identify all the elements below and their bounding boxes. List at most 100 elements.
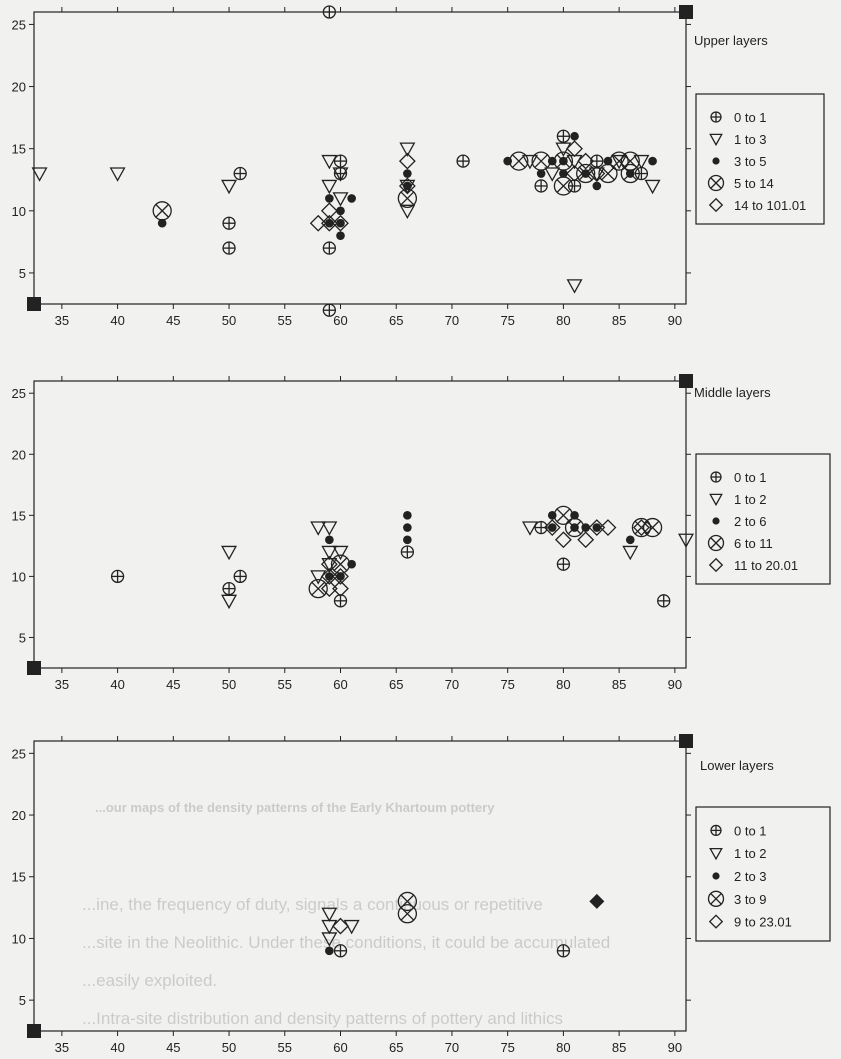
data-point-dot bbox=[648, 156, 657, 166]
data-point-diamond bbox=[566, 165, 583, 182]
x-tick-label: 65 bbox=[389, 677, 403, 692]
y-tick-label: 25 bbox=[12, 386, 26, 401]
x-tick-label: 70 bbox=[445, 677, 459, 692]
data-point-circle-plus bbox=[222, 581, 236, 596]
data-point-circle-x bbox=[620, 151, 640, 171]
data-point-circle-plus bbox=[556, 557, 571, 571]
x-tick-label: 90 bbox=[668, 313, 682, 328]
legend-marker-diamond bbox=[708, 557, 724, 573]
legend-label: 0 to 1 bbox=[734, 470, 767, 485]
data-point-circle-x bbox=[397, 904, 418, 924]
x-tick-label: 60 bbox=[333, 1040, 347, 1055]
legend-label: 1 to 2 bbox=[734, 492, 767, 507]
data-point-dot bbox=[325, 194, 334, 203]
data-point-circle-plus bbox=[222, 216, 236, 230]
corner-marker-top-right bbox=[679, 374, 693, 388]
data-point-triangle bbox=[332, 545, 349, 561]
x-tick-label: 55 bbox=[278, 313, 292, 328]
y-tick-label: 5 bbox=[19, 993, 26, 1008]
x-tick-label: 65 bbox=[389, 313, 403, 328]
data-point-dot bbox=[625, 535, 635, 545]
y-tick-label: 25 bbox=[12, 746, 26, 761]
data-point-circle-x bbox=[598, 163, 618, 184]
data-point-triangle bbox=[677, 533, 695, 549]
data-point-triangle bbox=[321, 545, 338, 561]
data-point-diamond bbox=[309, 214, 327, 232]
data-point-circle-plus bbox=[333, 154, 348, 168]
x-tick-label: 80 bbox=[556, 313, 570, 328]
data-point-diamond bbox=[588, 165, 606, 182]
data-point-circle-plus bbox=[556, 129, 571, 143]
x-tick-label: 40 bbox=[110, 677, 124, 692]
x-tick-label: 90 bbox=[668, 677, 682, 692]
data-point-diamond bbox=[566, 140, 583, 158]
x-tick-label: 75 bbox=[500, 313, 514, 328]
data-point-circle-plus bbox=[333, 944, 348, 958]
plot-frame bbox=[33, 11, 687, 305]
data-point-dot bbox=[403, 523, 412, 532]
data-point-diamond bbox=[577, 152, 595, 170]
data-point-triangle bbox=[588, 167, 605, 182]
x-tick-label: 35 bbox=[55, 313, 69, 328]
corner-marker-top-right bbox=[679, 734, 693, 748]
x-tick-label: 75 bbox=[500, 677, 514, 692]
y-tick-label: 5 bbox=[19, 630, 26, 645]
legend-marker-circle-plus bbox=[710, 471, 722, 483]
x-tick-label: 85 bbox=[612, 1040, 626, 1055]
data-point-circle-plus bbox=[233, 166, 247, 181]
data-point-dot bbox=[536, 169, 546, 178]
data-point-triangle bbox=[332, 167, 349, 182]
data-point-triangle bbox=[566, 279, 583, 294]
legend-label: 11 to 20.01 bbox=[734, 558, 798, 573]
data-point-circle-plus bbox=[456, 154, 470, 168]
data-point-diamond bbox=[320, 214, 338, 232]
data-point-circle-x bbox=[509, 151, 529, 171]
bg-line-3: ...easily exploited. bbox=[82, 971, 217, 990]
legend-label: 6 to 11 bbox=[734, 536, 773, 551]
bg-caption: ...our maps of the density patterns of t… bbox=[95, 800, 495, 815]
data-point-diamond bbox=[589, 893, 605, 909]
data-point-dot bbox=[325, 572, 334, 581]
data-point-circle-plus bbox=[567, 179, 582, 193]
x-tick-label: 80 bbox=[556, 1040, 570, 1055]
corner-marker-bottom-left bbox=[27, 297, 41, 311]
x-tick-label: 65 bbox=[389, 1040, 403, 1055]
data-point-dot bbox=[403, 181, 412, 191]
legend-marker-circle-plus bbox=[710, 111, 722, 123]
x-tick-label: 70 bbox=[445, 313, 459, 328]
legend-label: 2 to 3 bbox=[734, 869, 767, 884]
data-point-dot bbox=[403, 169, 412, 178]
data-point-diamond bbox=[332, 580, 349, 598]
data-point-triangle bbox=[221, 179, 238, 195]
plot-frame bbox=[33, 740, 687, 1032]
corner-marker-top-right bbox=[679, 5, 693, 19]
data-point-diamond bbox=[320, 555, 338, 573]
data-point-circle-plus bbox=[657, 594, 671, 608]
data-point-dot bbox=[592, 523, 602, 532]
data-point-circle-plus bbox=[322, 241, 337, 255]
data-point-circle-x bbox=[553, 505, 574, 525]
legend-label: 0 to 1 bbox=[734, 110, 767, 125]
legend-marker-diamond bbox=[708, 914, 724, 929]
y-tick-label: 25 bbox=[12, 17, 26, 32]
x-tick-label: 80 bbox=[556, 677, 570, 692]
data-point-dot bbox=[336, 218, 345, 228]
data-point-dot bbox=[403, 535, 412, 545]
data-point-triangle bbox=[521, 154, 538, 170]
data-point-diamond bbox=[588, 519, 606, 536]
data-point-dot bbox=[325, 535, 334, 545]
x-tick-label: 45 bbox=[166, 1040, 180, 1055]
legend-label: 1 to 3 bbox=[734, 132, 767, 147]
data-point-circle-x bbox=[564, 517, 585, 538]
data-point-diamond bbox=[543, 519, 561, 536]
data-point-triangle bbox=[321, 521, 338, 536]
data-point-circle-x bbox=[553, 151, 574, 171]
data-point-triangle bbox=[221, 594, 238, 610]
data-point-diamond bbox=[332, 917, 349, 935]
y-tick-label: 20 bbox=[12, 447, 26, 462]
legend-marker-diamond bbox=[708, 197, 724, 213]
data-point-dot bbox=[570, 131, 579, 141]
data-point-triangle bbox=[544, 167, 561, 182]
data-point-dot bbox=[325, 946, 334, 956]
data-point-diamond bbox=[599, 519, 617, 536]
